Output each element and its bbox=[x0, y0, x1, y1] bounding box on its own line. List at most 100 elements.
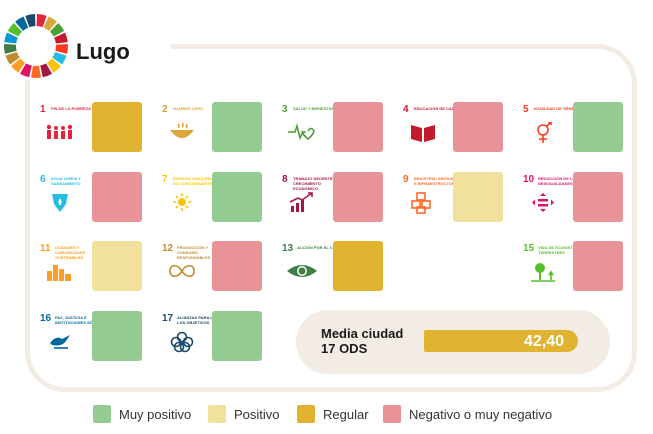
goal-title: Trabajo decente y crecimiento económico bbox=[293, 176, 337, 191]
goal-number: 8 bbox=[282, 174, 288, 185]
goal-5-label: 5 Igualdad de género bbox=[523, 104, 587, 162]
goal-title: Energía asequible y no contaminante bbox=[173, 176, 220, 186]
goal-number: 13 bbox=[282, 243, 294, 254]
goal-5-rating-square bbox=[573, 102, 623, 152]
goal-number: 15 bbox=[523, 243, 535, 254]
average-label: Media ciudad 17 ODS bbox=[321, 326, 403, 356]
legend-label: Muy positivo bbox=[119, 406, 192, 422]
goal-number: 7 bbox=[162, 174, 168, 185]
wheel-segment bbox=[25, 14, 36, 28]
goal-7-rating-square bbox=[212, 172, 262, 222]
goal-title: Alianzas para lograr los objetivos bbox=[177, 315, 228, 325]
bowl-icon bbox=[170, 122, 194, 138]
book-icon bbox=[411, 125, 435, 142]
wheel-segment bbox=[4, 32, 18, 44]
goal-3-label: 3 Salud y bienestar bbox=[282, 104, 346, 162]
sun-icon bbox=[173, 193, 191, 211]
rings-icon bbox=[170, 331, 194, 353]
sdg-wheel-logo bbox=[4, 14, 68, 78]
goal-number: 5 bbox=[523, 104, 529, 115]
legend-label: Positivo bbox=[234, 406, 280, 422]
city-average-panel: Media ciudad 17 ODS 42,40 bbox=[296, 310, 610, 374]
wheel-segment bbox=[15, 16, 29, 31]
goal-13-label: 13 Acción por el clima bbox=[282, 243, 346, 301]
goal-number: 10 bbox=[523, 174, 535, 185]
legend-swatch bbox=[297, 405, 315, 423]
goal-title: Agua limpia y saneamiento bbox=[51, 176, 81, 186]
wheel-segment bbox=[31, 65, 41, 78]
goal-number: 3 bbox=[282, 104, 288, 115]
goal-title: Vida de ecosistemas terrestres bbox=[538, 245, 585, 255]
wheel-segment bbox=[55, 44, 68, 54]
goal-title: Fin de la pobreza bbox=[51, 106, 92, 111]
dove-icon bbox=[50, 335, 70, 349]
goal-11-label: 11 Ciudades y comunidades sostenibles bbox=[40, 243, 104, 301]
goal-number: 16 bbox=[40, 313, 52, 324]
legend-swatch bbox=[383, 405, 401, 423]
infinity-icon bbox=[169, 264, 195, 278]
legend-swatch bbox=[93, 405, 111, 423]
goal-7-label: 7 Energía asequible y no contaminante bbox=[162, 174, 226, 232]
goal-1-label: 1 Fin de la pobreza bbox=[40, 104, 104, 162]
wheel-segment bbox=[52, 52, 67, 65]
goal-15-rating-square bbox=[573, 241, 623, 291]
goal-number: 11 bbox=[40, 243, 51, 254]
wheel-segment bbox=[4, 44, 17, 54]
equality-icon bbox=[532, 193, 554, 212]
legend-item-positivo: Positivo bbox=[208, 405, 280, 423]
goal-number: 1 bbox=[40, 104, 46, 115]
average-label-line1: Media ciudad bbox=[321, 326, 404, 341]
goal-6-label: 6 Agua limpia y saneamiento bbox=[40, 174, 104, 232]
legend-label: Negativo o muy negativo bbox=[409, 406, 553, 422]
goal-title: Industria, innovación e infraestructura bbox=[414, 176, 464, 186]
wheel-segment bbox=[5, 52, 20, 65]
goal-title: Ciudades y comunidades sostenibles bbox=[55, 245, 86, 260]
goal-title: Reducción de las desigualdades bbox=[538, 176, 579, 186]
legend-item-regular: Regular bbox=[297, 405, 369, 423]
header: Lugo bbox=[0, 6, 170, 80]
goal-number: 2 bbox=[162, 104, 168, 115]
legend-swatch bbox=[208, 405, 226, 423]
wheel-segment bbox=[43, 16, 57, 31]
goal-11-rating-square bbox=[92, 241, 142, 291]
goal-10-rating-square bbox=[573, 172, 623, 222]
goal-title: Paz, justicia e instituciones sólidas bbox=[55, 315, 105, 325]
city-icon bbox=[47, 265, 71, 281]
eye-globe-icon bbox=[287, 265, 317, 277]
goal-8-label: 8 Trabajo decente y crecimiento económico bbox=[282, 174, 346, 232]
average-label-line2: 17 ODS bbox=[321, 341, 368, 356]
goal-title: Educación de calidad bbox=[414, 106, 464, 111]
average-value: 42,40 bbox=[523, 333, 564, 350]
goal-3-rating-square bbox=[333, 102, 383, 152]
wheel-segment bbox=[40, 63, 53, 78]
heartbeat-icon bbox=[288, 123, 315, 141]
wheel-segment bbox=[11, 58, 25, 73]
legend-item-muy_positivo: Muy positivo bbox=[93, 405, 191, 423]
goal-number: 17 bbox=[162, 313, 174, 324]
goal-6-rating-square bbox=[92, 172, 142, 222]
wheel-segment bbox=[19, 63, 32, 78]
wheel-segment bbox=[7, 23, 23, 37]
goal-1-rating-square bbox=[92, 102, 142, 152]
family-icon bbox=[46, 124, 73, 139]
legend-item-negativo: Negativo o muy negativo bbox=[383, 405, 552, 423]
average-bar: 42,40 bbox=[424, 330, 578, 352]
goal-10-label: 10 Reducción de las desigualdades bbox=[523, 174, 587, 232]
city-title: Lugo bbox=[76, 39, 130, 64]
wheel-segment bbox=[54, 32, 68, 44]
goal-4-label: 4 Educación de calidad bbox=[403, 104, 467, 162]
goal-2-label: 2 Hambre cero bbox=[162, 104, 226, 162]
goal-title: Hambre cero bbox=[173, 106, 204, 111]
goal-12-label: 12 Producción y consumo responsables bbox=[162, 243, 226, 301]
wheel-segment bbox=[36, 14, 47, 28]
goal-2-rating-square bbox=[212, 102, 262, 152]
goal-12-rating-square bbox=[212, 241, 262, 291]
tree-icon bbox=[531, 263, 555, 282]
goal-title: Igualdad de género bbox=[534, 106, 581, 111]
goal-16-rating-square bbox=[92, 311, 142, 361]
goal-title: Salud y bienestar bbox=[293, 106, 335, 111]
content-frame bbox=[25, 44, 637, 392]
goal-number: 4 bbox=[403, 104, 409, 115]
goal-number: 12 bbox=[162, 243, 174, 254]
goal-9-rating-square bbox=[453, 172, 503, 222]
